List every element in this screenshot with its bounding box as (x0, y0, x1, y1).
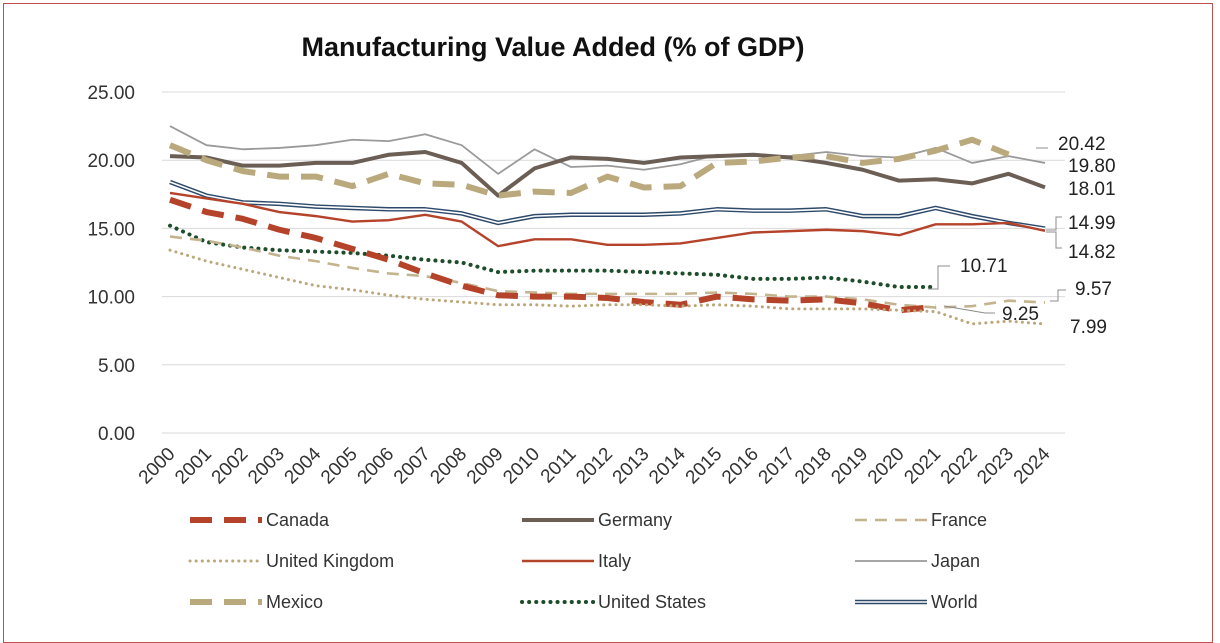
leader-line-world (1046, 216, 1062, 231)
legend-label-world: World (931, 592, 978, 612)
x-tick-label: 2014 (645, 443, 690, 488)
x-tick-label: 2022 (937, 444, 982, 489)
x-tick-label: 2021 (900, 444, 945, 489)
legend-label-canada: Canada (266, 510, 330, 530)
x-tick-label: 2017 (755, 444, 800, 489)
y-axis-ticks: 0.00 5.00 10.00 15.00 20.00 25.00 (87, 83, 135, 445)
x-tick-label: 2019 (827, 444, 872, 489)
series-line-germany (169, 150, 1046, 198)
x-tick-label: 2004 (281, 443, 326, 488)
series-lines (168, 125, 1047, 326)
series-line-united-kingdom (168, 248, 1047, 326)
end-label-united-states: 10.71 (960, 256, 1008, 277)
end-label-germany: 18.01 (1068, 179, 1116, 200)
end-label-france: 9.57 (1075, 279, 1112, 300)
x-tick-label: 2020 (864, 444, 909, 489)
legend-label-mexico: Mexico (266, 592, 323, 612)
legend-item-mexico: Mexico (190, 592, 323, 612)
y-tick-label: 25.00 (87, 83, 135, 104)
legend-item-japan: Japan (855, 551, 980, 571)
legend-label-germany: Germany (598, 510, 672, 530)
y-tick-label: 0.00 (98, 424, 135, 445)
x-axis-ticks: 2000200120022003200420052006200720082009… (135, 443, 1055, 488)
x-tick-label: 2013 (609, 444, 654, 489)
leader-line-united-states (928, 265, 950, 290)
legend-item-germany: Germany (522, 510, 672, 530)
end-label-canada: 9.25 (1002, 304, 1039, 325)
legend-label-france: France (931, 510, 987, 530)
legend-item-canada: Canada (190, 510, 330, 530)
series-line-mexico (168, 136, 1010, 199)
x-tick-label: 2003 (244, 444, 289, 489)
x-tick-label: 2005 (317, 444, 362, 489)
legend-item-united-kingdom: United Kingdom (188, 551, 394, 571)
end-label-italy: 14.82 (1068, 242, 1116, 263)
x-tick-label: 2000 (135, 444, 180, 489)
x-tick-label: 2023 (973, 444, 1018, 489)
legend-label-united-kingdom: United Kingdom (266, 551, 394, 571)
end-label-united-kingdom: 7.99 (1070, 317, 1107, 338)
x-tick-label: 2016 (718, 444, 763, 489)
x-tick-label: 2018 (791, 444, 836, 489)
legend-item-france: France (855, 510, 987, 530)
x-tick-label: 2008 (426, 444, 471, 489)
legend: Canada Germany France United Kingdom Italy Ja… (188, 510, 987, 612)
gridlines (162, 91, 1065, 434)
end-label-mexico: 20.42 (1058, 134, 1106, 155)
legend-label-united-states: United States (598, 592, 706, 612)
series-line-world-inner (169, 181, 1046, 230)
x-tick-label: 2007 (390, 444, 435, 489)
legend-item-united-states: United States (520, 592, 706, 612)
legend-label-japan: Japan (931, 551, 980, 571)
end-label-japan: 19.80 (1068, 156, 1116, 177)
x-tick-label: 2012 (572, 444, 617, 489)
x-tick-label: 2001 (171, 444, 216, 489)
x-tick-label: 2010 (499, 444, 544, 489)
x-tick-label: 2006 (354, 444, 399, 489)
y-tick-label: 15.00 (87, 219, 135, 240)
leader-line-italy (1046, 231, 1062, 249)
leader-line-france (1050, 289, 1066, 302)
x-tick-label: 2015 (682, 444, 727, 489)
end-label-world: 14.99 (1068, 213, 1116, 234)
legend-item-italy: Italy (522, 551, 631, 571)
series-line-canada (169, 196, 936, 314)
series-line-italy (169, 191, 1046, 248)
y-tick-label: 20.00 (87, 151, 135, 172)
chart-title: Manufacturing Value Added (% of GDP) (301, 32, 804, 62)
legend-label-italy: Italy (598, 551, 631, 571)
y-tick-label: 5.00 (98, 356, 135, 377)
leader-line-canada (943, 305, 995, 314)
x-tick-label: 2011 (537, 444, 581, 488)
x-tick-label: 2024 (1010, 443, 1055, 488)
series-line-united-states (168, 223, 938, 290)
series-line-france (169, 235, 1046, 309)
x-tick-label: 2002 (208, 444, 253, 489)
y-tick-label: 10.00 (87, 288, 135, 309)
series-line-japan (169, 125, 1046, 175)
legend-item-world: World (855, 592, 978, 612)
x-tick-label: 2009 (463, 444, 508, 489)
